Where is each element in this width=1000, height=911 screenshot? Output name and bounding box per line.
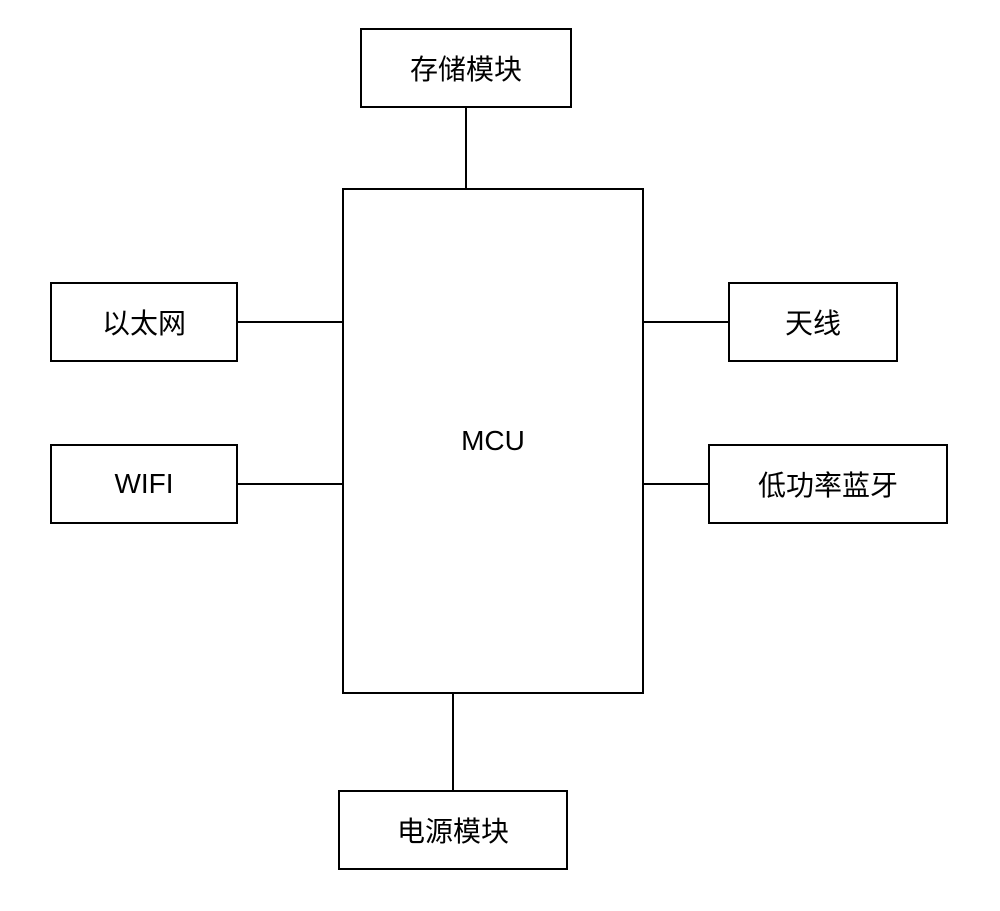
node-power-label: 电源模块	[397, 810, 509, 850]
edge-storage-mcu	[465, 108, 467, 188]
node-antenna-label: 天线	[785, 302, 841, 342]
node-storage-label: 存储模块	[410, 48, 522, 88]
node-ethernet: 以太网	[50, 282, 238, 362]
node-power: 电源模块	[338, 790, 568, 870]
node-ethernet-label: 以太网	[102, 302, 186, 342]
node-ble-label: 低功率蓝牙	[758, 464, 898, 504]
node-antenna: 天线	[728, 282, 898, 362]
node-mcu-label: MCU	[461, 425, 525, 457]
edge-antenna-mcu	[644, 321, 728, 323]
node-wifi-label: WIFI	[114, 468, 173, 500]
node-mcu: MCU	[342, 188, 644, 694]
edge-wifi-mcu	[238, 483, 342, 485]
edge-ble-mcu	[644, 483, 708, 485]
node-wifi: WIFI	[50, 444, 238, 524]
edge-power-mcu	[452, 694, 454, 790]
edge-ethernet-mcu	[238, 321, 342, 323]
node-storage: 存储模块	[360, 28, 572, 108]
node-ble: 低功率蓝牙	[708, 444, 948, 524]
